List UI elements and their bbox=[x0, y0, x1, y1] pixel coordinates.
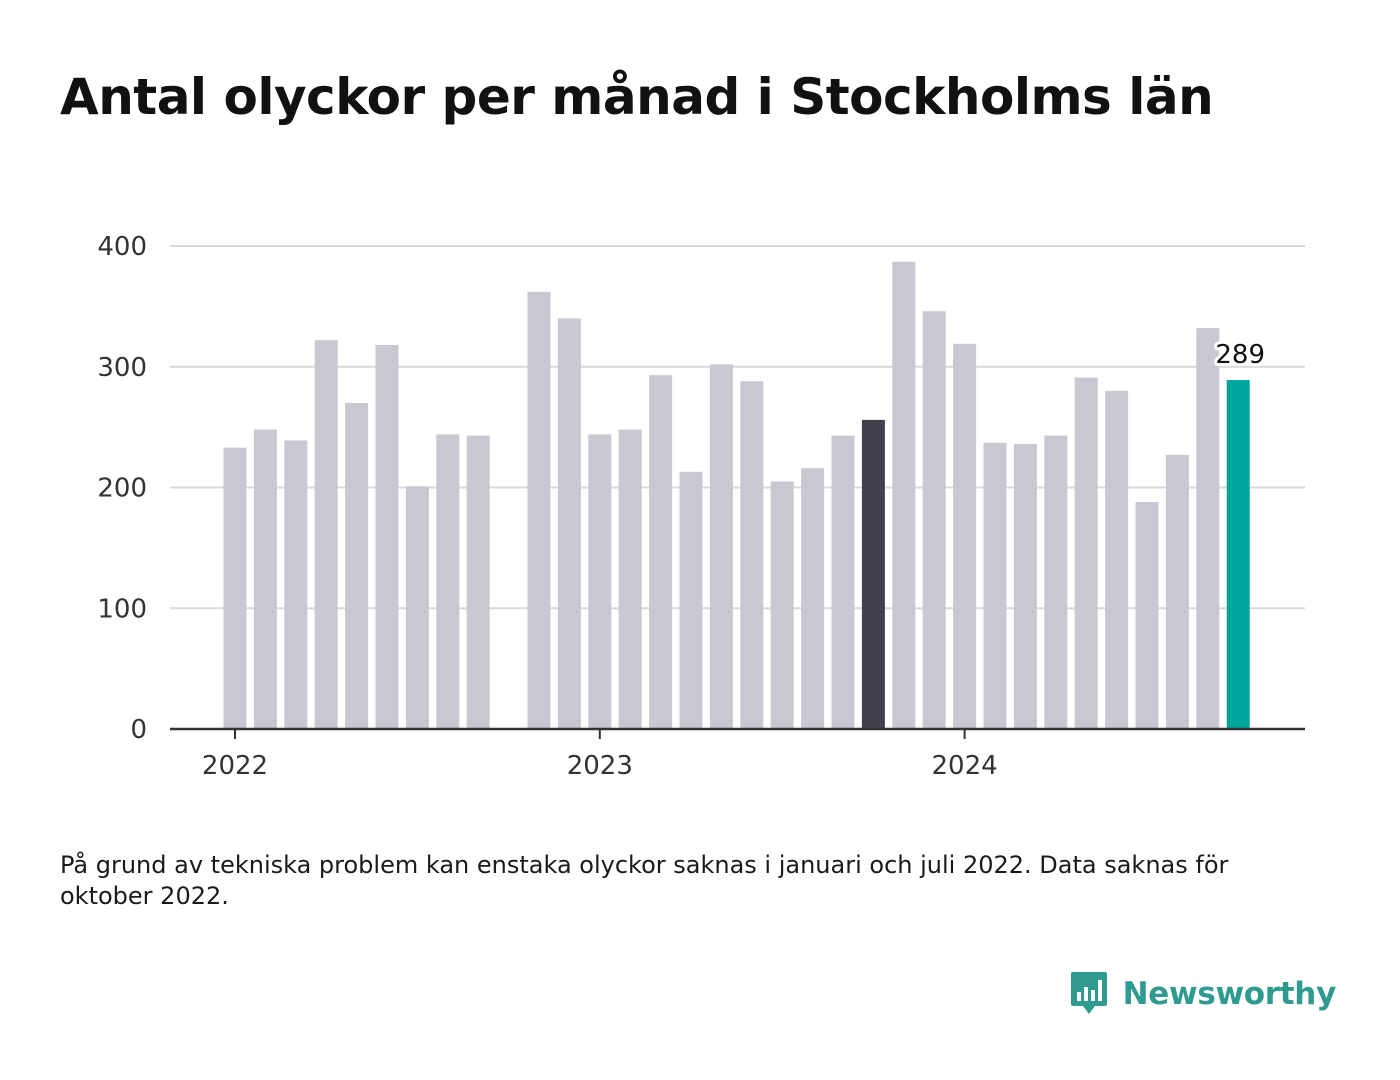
bar-chart: 0 100 200 300 400 2022 2023 2024 289 bbox=[97, 232, 1305, 781]
bar bbox=[679, 471, 703, 729]
bar bbox=[284, 440, 308, 729]
bar-chart-speech-bubble-icon bbox=[1070, 972, 1107, 1014]
bar bbox=[557, 318, 581, 729]
bar bbox=[466, 435, 490, 729]
bar bbox=[953, 343, 977, 729]
bar bbox=[831, 435, 855, 729]
bar bbox=[709, 364, 733, 729]
x-tick-label: 2024 bbox=[932, 751, 998, 781]
brand-name: Newsworthy bbox=[1122, 976, 1337, 1012]
y-tick-label: 300 bbox=[97, 353, 147, 383]
bar bbox=[1044, 435, 1068, 729]
bar bbox=[436, 434, 460, 729]
bar-highlight-latest bbox=[1226, 380, 1250, 729]
bar bbox=[375, 345, 399, 729]
bar bbox=[649, 375, 673, 729]
chart-title: Antal olyckor per månad i Stockholms län bbox=[60, 68, 1214, 126]
brand-logo[interactable]: Newsworthy bbox=[1069, 970, 1336, 1018]
y-tick-labels: 0 100 200 300 400 bbox=[97, 232, 147, 745]
x-tick-label: 2022 bbox=[202, 751, 268, 781]
bar bbox=[253, 429, 277, 729]
bar bbox=[1074, 377, 1098, 729]
bar bbox=[314, 340, 338, 729]
y-tick-label: 200 bbox=[97, 474, 147, 504]
y-tick-label: 0 bbox=[130, 715, 147, 745]
bar bbox=[922, 311, 946, 729]
bar bbox=[740, 381, 764, 729]
bar bbox=[983, 442, 1007, 729]
bars bbox=[223, 261, 1250, 729]
bar bbox=[588, 434, 612, 729]
bar bbox=[618, 429, 642, 729]
bar bbox=[801, 468, 825, 729]
x-tick-labels: 2022 2023 2024 bbox=[202, 751, 998, 781]
data-labels: 289 bbox=[1212, 337, 1268, 373]
x-tick-label: 2023 bbox=[567, 751, 633, 781]
bar bbox=[527, 291, 551, 729]
bar bbox=[1196, 328, 1220, 729]
y-tick-label: 400 bbox=[97, 232, 147, 262]
bar bbox=[892, 261, 916, 729]
bar bbox=[405, 486, 429, 729]
bar bbox=[770, 481, 794, 729]
x-axis bbox=[170, 727, 1305, 739]
y-tick-label: 100 bbox=[97, 594, 147, 624]
bar-highlight-last-year bbox=[861, 419, 885, 729]
bar bbox=[345, 402, 369, 729]
bar bbox=[1105, 390, 1129, 729]
bar bbox=[1013, 444, 1037, 729]
data-label: 289 bbox=[1215, 340, 1265, 370]
bar bbox=[1165, 454, 1189, 729]
bar bbox=[1135, 501, 1159, 729]
footnote: På grund av tekniska problem kan enstaka… bbox=[60, 851, 1229, 910]
bar bbox=[223, 447, 247, 729]
gridlines bbox=[170, 245, 1305, 610]
